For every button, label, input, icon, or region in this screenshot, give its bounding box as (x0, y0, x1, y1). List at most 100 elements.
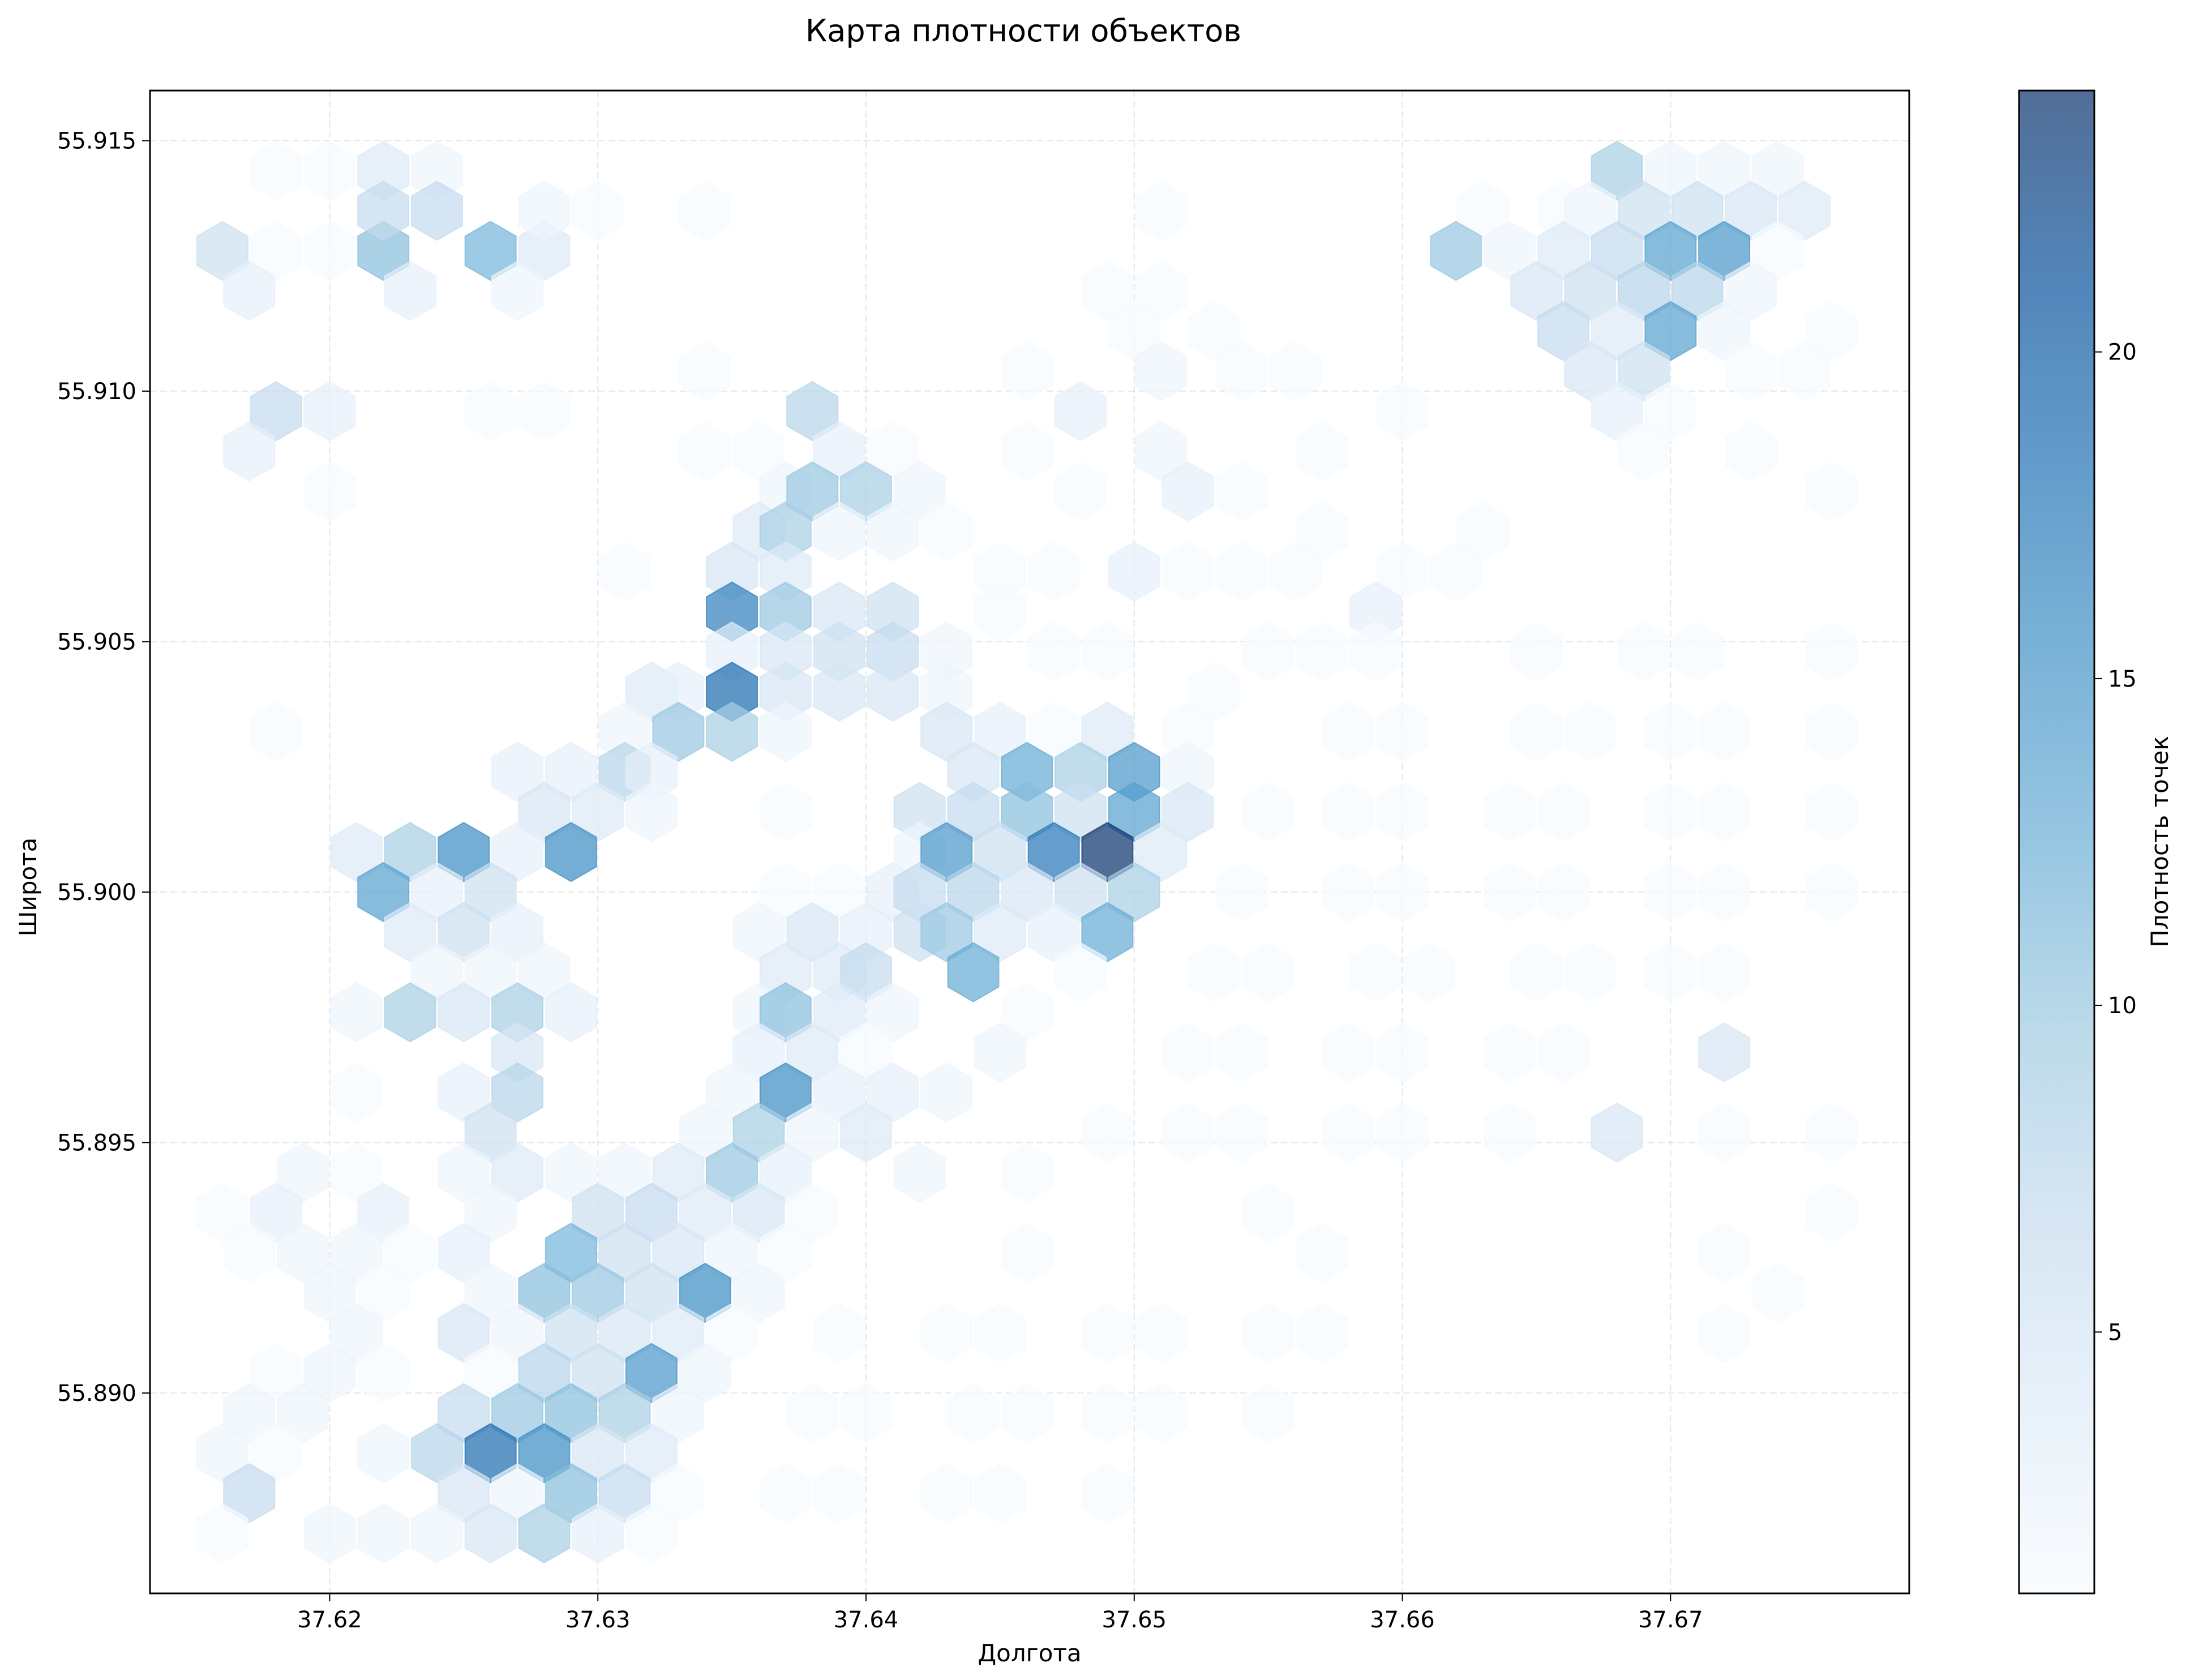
hexbin-cell (1537, 862, 1589, 923)
x-tick-label: 37.63 (565, 1607, 631, 1633)
hexbin-cell (1564, 942, 1617, 1002)
hexbin-cell (1081, 1302, 1134, 1363)
hexbin-cell (947, 862, 1000, 923)
hexbin-cell (1805, 701, 1858, 762)
hexbin-cell (1001, 1383, 1053, 1443)
hexbin-cell (1805, 782, 1858, 842)
hexbin-cell (491, 902, 544, 962)
hexbin-cell (1215, 1022, 1268, 1083)
hexbin-cell (572, 782, 624, 842)
hexbin-cell (1055, 381, 1107, 442)
hexbin-cell (277, 1383, 329, 1443)
hexbin-cell (1644, 942, 1697, 1002)
hexbin-cell (438, 1142, 490, 1203)
hexbin-cell (518, 1343, 571, 1403)
hexbin-cell (438, 902, 490, 962)
hexbin-cell (223, 1383, 276, 1443)
hexbin-cell (840, 1383, 892, 1443)
hexbin-cell (518, 1262, 571, 1323)
colorbar-ticks: 5 10 15 20 (2094, 340, 2137, 1345)
hexbin-cell (974, 1022, 1026, 1083)
hexbin-cell (1805, 622, 1858, 682)
hexbin-cell (759, 1062, 812, 1123)
hexbin-cell (1751, 140, 1804, 201)
hexbin-cell (1161, 782, 1214, 842)
hexbin-cell (867, 421, 919, 482)
hexbin-cells (196, 140, 1858, 1563)
x-tick-label: 37.67 (1638, 1607, 1703, 1633)
hexbin-cell (572, 1262, 624, 1323)
hexbin-cell (759, 782, 812, 842)
x-tick-label: 37.66 (1370, 1607, 1435, 1633)
hexbin-cell (330, 1142, 383, 1203)
hexbin-cell (813, 1302, 865, 1363)
hexbin-cell (598, 1463, 651, 1524)
hexbin-cell (867, 501, 919, 562)
hexbin-cell (518, 181, 571, 241)
hexbin-cell (223, 260, 276, 322)
hexbin-cell (1001, 1223, 1053, 1283)
hexbin-cell (1108, 862, 1160, 923)
hexbin-cell (1376, 701, 1429, 762)
hexbin-cell (1296, 501, 1348, 562)
hexbin-cell (464, 942, 517, 1002)
hexbin-cell (1161, 541, 1214, 602)
hexbin-cell (1215, 461, 1268, 522)
y-tick-label: 55.910 (57, 379, 136, 405)
hexbin-cell (1269, 541, 1322, 602)
hexbin-cell (491, 260, 544, 322)
hexbin-cell (1751, 1262, 1804, 1323)
hexbin-cell (1698, 1302, 1751, 1363)
hexbin-cell (1617, 260, 1670, 322)
hexbin-cell (572, 1343, 624, 1403)
hexbin-cell (1188, 301, 1241, 361)
hexbin-cell (1564, 181, 1617, 241)
hexbin-cell (1564, 260, 1617, 322)
hexbin-cell (277, 1223, 329, 1283)
hexbin-cell (974, 581, 1026, 642)
hexbin-cell (1805, 1182, 1858, 1243)
hexbin-cell (1591, 140, 1643, 201)
hexbin-cell (598, 1383, 651, 1443)
hexbin-cell (438, 982, 490, 1043)
hexbin-cell (679, 1343, 731, 1403)
hexbin-cell (1001, 421, 1053, 482)
hexbin-cell (652, 1142, 705, 1203)
x-axis-label: Долгота (978, 1639, 1081, 1667)
hexbin-cell (545, 982, 597, 1043)
hexbin-cell (1027, 622, 1080, 682)
hexbin-cell (1430, 541, 1482, 602)
hexbin-cell (759, 862, 812, 923)
colorbar-tick-label: 5 (2108, 1319, 2122, 1345)
hexbin-cell (1698, 701, 1751, 762)
hexbin-cell (1242, 782, 1295, 842)
hexbin-cell (974, 1463, 1026, 1524)
y-tick-label: 55.915 (57, 128, 136, 155)
colorbar-label: Плотность точек (2146, 736, 2174, 948)
hexbin-cell (250, 1182, 302, 1243)
hexbin-cell (840, 1102, 892, 1163)
hexbin-cell (1698, 221, 1751, 281)
hexbin-cell (518, 782, 571, 842)
hexbin-cell (330, 822, 383, 882)
hexbin-cell (679, 1262, 731, 1323)
hexbin-cell (1135, 1302, 1188, 1363)
hexbin-cell (357, 1343, 410, 1403)
hexbin-cell (384, 902, 436, 962)
hexbin-cell (759, 701, 812, 762)
hexbin-cell (1055, 461, 1107, 522)
hexbin-cell (410, 942, 463, 1002)
x-tick-label: 37.65 (1102, 1607, 1167, 1633)
hexbin-cell (1242, 1302, 1295, 1363)
hexbin-cell (303, 140, 356, 201)
hexbin-cell (1591, 221, 1643, 281)
hexbin-cell (1135, 822, 1188, 882)
hexbin-cell (625, 1423, 678, 1484)
hexbin-cell (1671, 181, 1724, 241)
hexbin-cell (759, 1223, 812, 1283)
hexbin-cell (491, 1463, 544, 1524)
hexbin-cell (786, 1022, 839, 1083)
hexbin-cell (357, 1503, 410, 1563)
hexbin-cell (438, 1383, 490, 1443)
hexbin-cell (813, 501, 865, 562)
